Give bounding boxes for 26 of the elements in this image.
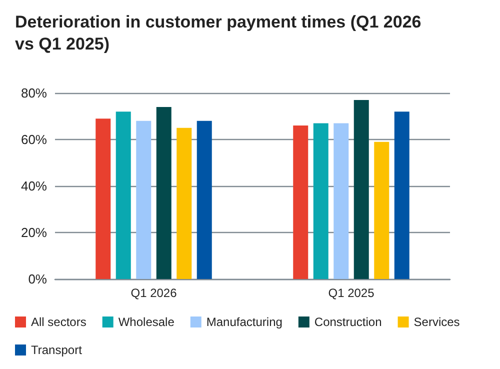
bar — [374, 142, 390, 279]
legend-label: Transport — [31, 343, 83, 357]
legend-label: All sectors — [31, 315, 86, 329]
x-tick-label: Q1 2026 — [130, 286, 178, 300]
bar — [313, 123, 328, 279]
bar — [96, 118, 111, 279]
legend-label: Construction — [314, 315, 382, 329]
y-tick-label: 0% — [28, 272, 48, 286]
bar — [293, 126, 308, 279]
bar — [334, 123, 349, 279]
y-tick-label: 20% — [20, 225, 48, 240]
bar — [136, 120, 152, 279]
y-tick-label: 40% — [20, 178, 48, 194]
y-tick-label: 60% — [20, 132, 48, 147]
bar — [116, 112, 131, 279]
bar — [354, 100, 369, 279]
bar — [394, 112, 410, 279]
bar — [196, 120, 212, 279]
y-tick-label: 80% — [20, 86, 48, 100]
legend-label: Wholesale — [118, 315, 175, 329]
bar — [176, 128, 192, 279]
legend-label: Services — [414, 315, 460, 329]
legend-label: Manufacturing — [206, 315, 282, 329]
chart-title: Deterioration in customer payment times (Q1 2026 vs Q1 2025) — [15, 12, 426, 54]
bar — [156, 106, 172, 279]
x-tick-label: Q1 2025 — [328, 286, 375, 300]
